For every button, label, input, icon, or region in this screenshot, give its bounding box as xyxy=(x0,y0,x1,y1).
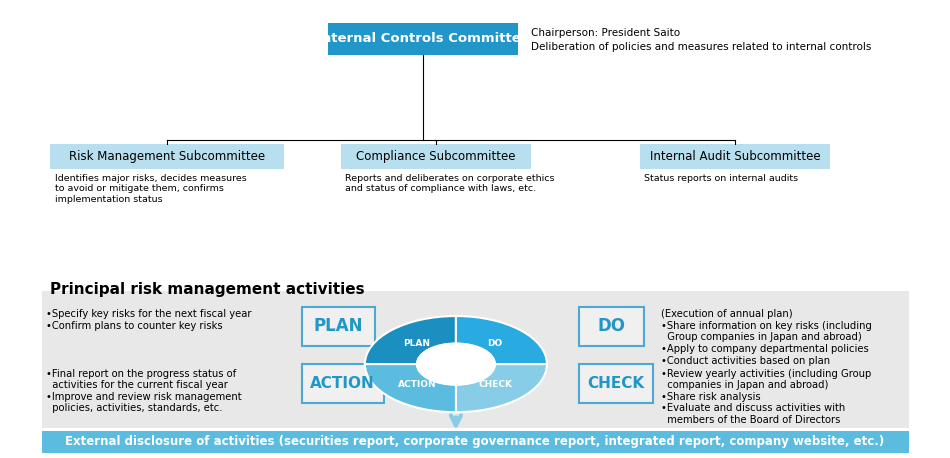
FancyBboxPatch shape xyxy=(580,364,653,403)
Text: External disclosure of activities (securities report, corporate governance repor: External disclosure of activities (secur… xyxy=(66,436,884,448)
Text: CHECK: CHECK xyxy=(587,376,644,391)
Text: Internal Audit Subcommittee: Internal Audit Subcommittee xyxy=(650,150,821,164)
Text: DO: DO xyxy=(487,339,503,348)
Text: Identifies major risks, decides measures
to avoid or mitigate them, confirms
imp: Identifies major risks, decides measures… xyxy=(54,174,246,204)
Text: Risk Management Subcommittee: Risk Management Subcommittee xyxy=(69,150,265,164)
Text: Status reports on internal audits: Status reports on internal audits xyxy=(644,174,798,183)
Text: DO: DO xyxy=(598,317,625,335)
FancyBboxPatch shape xyxy=(580,307,644,346)
FancyBboxPatch shape xyxy=(328,23,519,55)
Text: CHECK: CHECK xyxy=(478,380,512,389)
Text: PLAN: PLAN xyxy=(404,339,430,348)
Text: Internal Controls Committee: Internal Controls Committee xyxy=(316,33,529,45)
Text: PLAN: PLAN xyxy=(314,317,363,335)
Text: •Specify key risks for the next fiscal year
•Confirm plans to counter key risks: •Specify key risks for the next fiscal y… xyxy=(46,309,252,331)
Text: ACTION: ACTION xyxy=(311,376,375,391)
Text: •Final report on the progress status of
  activities for the current fiscal year: •Final report on the progress status of … xyxy=(46,369,241,414)
Circle shape xyxy=(417,344,495,385)
FancyBboxPatch shape xyxy=(639,144,830,169)
Text: (Execution of annual plan)
•Share information on key risks (including
  Group co: (Execution of annual plan) •Share inform… xyxy=(661,309,872,365)
Text: Principal risk management activities: Principal risk management activities xyxy=(50,282,365,297)
Text: Compliance Subcommittee: Compliance Subcommittee xyxy=(356,150,516,164)
FancyBboxPatch shape xyxy=(301,364,384,403)
FancyBboxPatch shape xyxy=(50,144,284,169)
FancyBboxPatch shape xyxy=(42,431,908,453)
Text: ACTION: ACTION xyxy=(397,380,436,389)
FancyBboxPatch shape xyxy=(341,144,531,169)
Wedge shape xyxy=(365,316,456,364)
Wedge shape xyxy=(456,364,547,412)
Text: Deliberation of policies and measures related to internal controls: Deliberation of policies and measures re… xyxy=(531,42,872,52)
FancyBboxPatch shape xyxy=(42,291,908,428)
Text: •Review yearly activities (including Group
  companies in Japan and abroad)
•Sha: •Review yearly activities (including Gro… xyxy=(661,369,872,425)
Text: Chairperson: President Saito: Chairperson: President Saito xyxy=(531,27,680,38)
Text: Reports and deliberates on corporate ethics
and status of compliance with laws, : Reports and deliberates on corporate eth… xyxy=(345,174,555,193)
FancyBboxPatch shape xyxy=(301,307,375,346)
Wedge shape xyxy=(365,364,456,412)
Wedge shape xyxy=(456,316,547,364)
